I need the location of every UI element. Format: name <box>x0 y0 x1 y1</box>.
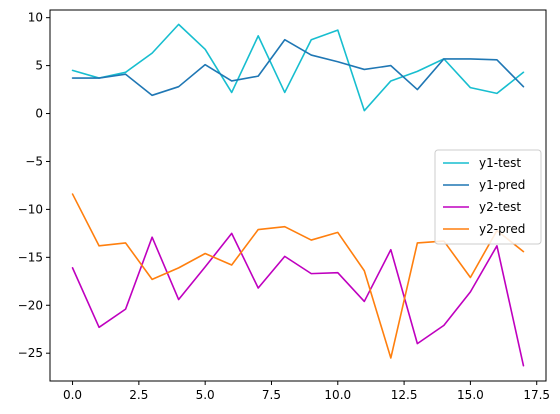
plot-frame <box>49 9 547 382</box>
y-tick-label: 5 <box>35 59 43 73</box>
x-tick-label: 10.0 <box>324 388 351 402</box>
legend: y1-test y1-pred y2-test y2-pred <box>434 149 542 245</box>
series-line-y1-test <box>71 23 525 112</box>
y-tick-label: −5 <box>25 154 43 168</box>
y-axis: 10 5 0 −5 −10 −15 −20 −25 <box>18 11 50 360</box>
y-tick-label: 0 <box>35 107 43 121</box>
y-tick-label: 10 <box>28 11 43 25</box>
y-tick-label: −20 <box>18 298 43 312</box>
x-tick-label: 17.5 <box>523 388 550 402</box>
series-lines <box>71 23 525 367</box>
x-tick-label: 12.5 <box>391 388 418 402</box>
x-tick-label: 2.5 <box>129 388 148 402</box>
y-tick-label: −10 <box>18 202 43 216</box>
x-tick-label: 15.0 <box>457 388 484 402</box>
x-tick-label: 5.0 <box>196 388 215 402</box>
series-line-y2-pred <box>71 193 525 359</box>
legend-label-y2-test: y2-test <box>479 200 521 214</box>
x-tick-label: 0.0 <box>63 388 82 402</box>
legend-label-y1-test: y1-test <box>479 156 521 170</box>
legend-label-y2-pred: y2-pred <box>479 222 525 236</box>
x-tick-label: 7.5 <box>262 388 281 402</box>
series-line-y1-pred <box>71 38 525 97</box>
legend-box <box>434 149 542 245</box>
series-line-y2-test <box>71 232 525 367</box>
y-tick-label: −25 <box>18 346 43 360</box>
x-axis: 0.0 2.5 5.0 7.5 10.0 12.5 15.0 17.5 <box>63 381 550 402</box>
legend-label-y1-pred: y1-pred <box>479 178 525 192</box>
y-tick-label: −15 <box>18 250 43 264</box>
